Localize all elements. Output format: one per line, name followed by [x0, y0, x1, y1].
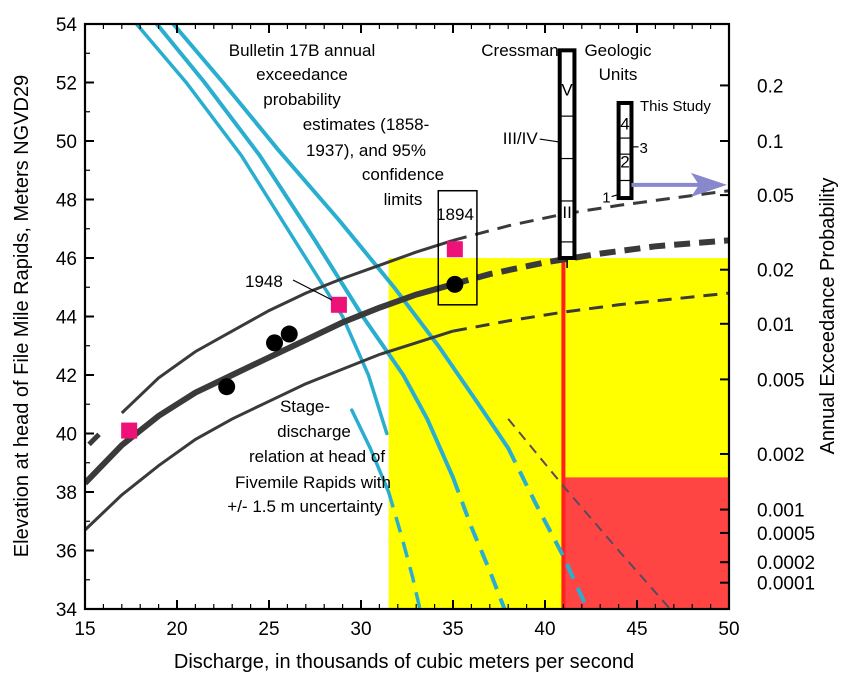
geologic-units-label: Geologic: [584, 41, 652, 60]
y-tick-label: 38: [56, 483, 77, 504]
stage-central-curve-dashed: [452, 237, 729, 288]
bulletin-curve-center: [171, 24, 511, 451]
y2-tick-label: 0.0005: [757, 524, 815, 545]
bulletin-annotation-line: probability: [263, 90, 341, 109]
pink-square-marker: [330, 296, 347, 313]
this-study-unit-label: 3: [639, 140, 647, 157]
y2-tick-label: 0.002: [757, 445, 805, 466]
x-tick-label: 40: [534, 619, 555, 640]
label-1894: 1894: [436, 205, 474, 224]
bulletin-curve-lower-bound-dashed: [386, 491, 422, 609]
bulletin-curve-left-outer: [134, 24, 389, 436]
x-tick-label: 35: [442, 619, 463, 640]
y2-tick-label: 0.0001: [757, 574, 815, 595]
geologic-units-label: Units: [599, 65, 638, 84]
bulletin-annotation-line: estimates (1858-: [303, 115, 430, 134]
pink-square-marker: [121, 422, 138, 439]
cressman-column: [557, 48, 577, 261]
stage-annotation-line: relation at head of: [249, 447, 385, 466]
y-tick-label: 48: [56, 191, 77, 212]
y-tick-label: 40: [56, 425, 77, 446]
pink-square-marker: [446, 241, 463, 258]
label-1948-leader: [292, 279, 333, 301]
stage-lower-curve-dashed: [452, 291, 729, 333]
red-exceedance-region: [563, 477, 729, 609]
y2-tick-label: 0.005: [757, 370, 805, 391]
y-tick-label: 36: [56, 542, 77, 563]
y2-axis-title: Annual Exceedance Probability: [817, 178, 839, 455]
cressman-unit-label: V: [561, 80, 573, 99]
this-study-column: [616, 100, 634, 201]
y-tick-label: 44: [56, 308, 78, 329]
bulletin-annotation-line: limits: [384, 190, 423, 209]
this-study-label: This Study: [640, 98, 711, 115]
stage-annotation-line: discharge: [277, 422, 351, 441]
y-axis-title: Elevation at head of File Mile Rapids, M…: [11, 75, 33, 557]
y2-tick-label: 0.02: [757, 261, 794, 282]
stage-upper-curve-dashed: [452, 189, 729, 242]
x-tick-label: 50: [718, 619, 739, 640]
bulletin-annotation-line: exceedance: [256, 65, 348, 84]
cressman-unit-label: I: [565, 253, 570, 272]
black-dot-marker: [266, 334, 284, 352]
regions-layer: [388, 258, 729, 609]
stage-central-curve: [85, 281, 454, 486]
bulletin-curve-lower-bound: [350, 408, 391, 494]
x-tick-label: 15: [74, 619, 95, 640]
ticks-layer: 15 20 25 30 35 40 45 5034363840424446485052540.…: [56, 15, 815, 640]
cressman-label: Cressman: [481, 41, 558, 60]
y-tick-label: 34: [56, 600, 78, 621]
black-dot-marker: [218, 378, 236, 396]
this-study-leader: [611, 193, 619, 198]
y2-tick-label: 0.01: [757, 315, 794, 336]
y-tick-label: 50: [56, 132, 77, 153]
y2-tick-label: 0.05: [757, 186, 794, 207]
y-tick-label: 42: [56, 366, 77, 387]
stage-lower-curve: [85, 329, 454, 532]
y-tick-label: 46: [56, 249, 77, 270]
stage-upper-curve: [120, 238, 454, 415]
x-tick-label: 25: [258, 619, 279, 640]
stage-annotation-line: +/- 1.5 m uncertainty: [227, 497, 383, 516]
this-study-unit-label: 2: [620, 152, 629, 171]
black-dot-marker: [280, 325, 298, 343]
y-tick-label: 52: [56, 74, 77, 95]
bulletin-annotation-line: 1937), and 95%: [306, 141, 426, 160]
this-study-unit-label: 4: [620, 114, 629, 133]
cressman-leader: [539, 138, 560, 143]
this-study-arrow-head: [691, 172, 727, 197]
cressman-unit-label: III/IV: [503, 129, 539, 148]
annotations-layer: Bulletin 17B annual exceedance probability…: [227, 41, 711, 516]
cressman-unit-label: II: [562, 203, 571, 222]
black-dot-marker: [446, 275, 464, 293]
stage-curve-start-tick: [87, 432, 101, 447]
stage-annotation-line: Stage-: [280, 397, 330, 416]
box-1894: [437, 189, 478, 306]
y2-tick-label: 0.1: [757, 132, 783, 153]
bulletin-annotation-line: confidence: [362, 165, 444, 184]
lines-layer: [85, 24, 729, 609]
label-1948: 1948: [245, 272, 283, 291]
y2-tick-label: 0.0002: [757, 553, 815, 574]
bulletin-annotation-line: Bulletin 17B annual: [229, 41, 376, 60]
x-axis-title: Discharge, in thousands of cubic meters …: [174, 651, 634, 673]
bulletin-curve-center-dashed: [506, 447, 590, 609]
bulletin-curve-left-inner-dashed: [451, 476, 507, 609]
x-tick-label: 20: [166, 619, 187, 640]
y2-tick-label: 0.001: [757, 501, 805, 522]
this-study-unit-label: 1: [602, 190, 610, 207]
x-tick-label: 45: [626, 619, 647, 640]
y-tick-label: 54: [56, 15, 78, 36]
probability-dashed-line: [507, 418, 671, 609]
y2-tick-label: 0.2: [757, 76, 783, 97]
stage-annotation-line: Fivemile Rapids with: [235, 473, 391, 492]
markers-layer: [87, 189, 478, 447]
x-tick-label: 30: [350, 619, 371, 640]
